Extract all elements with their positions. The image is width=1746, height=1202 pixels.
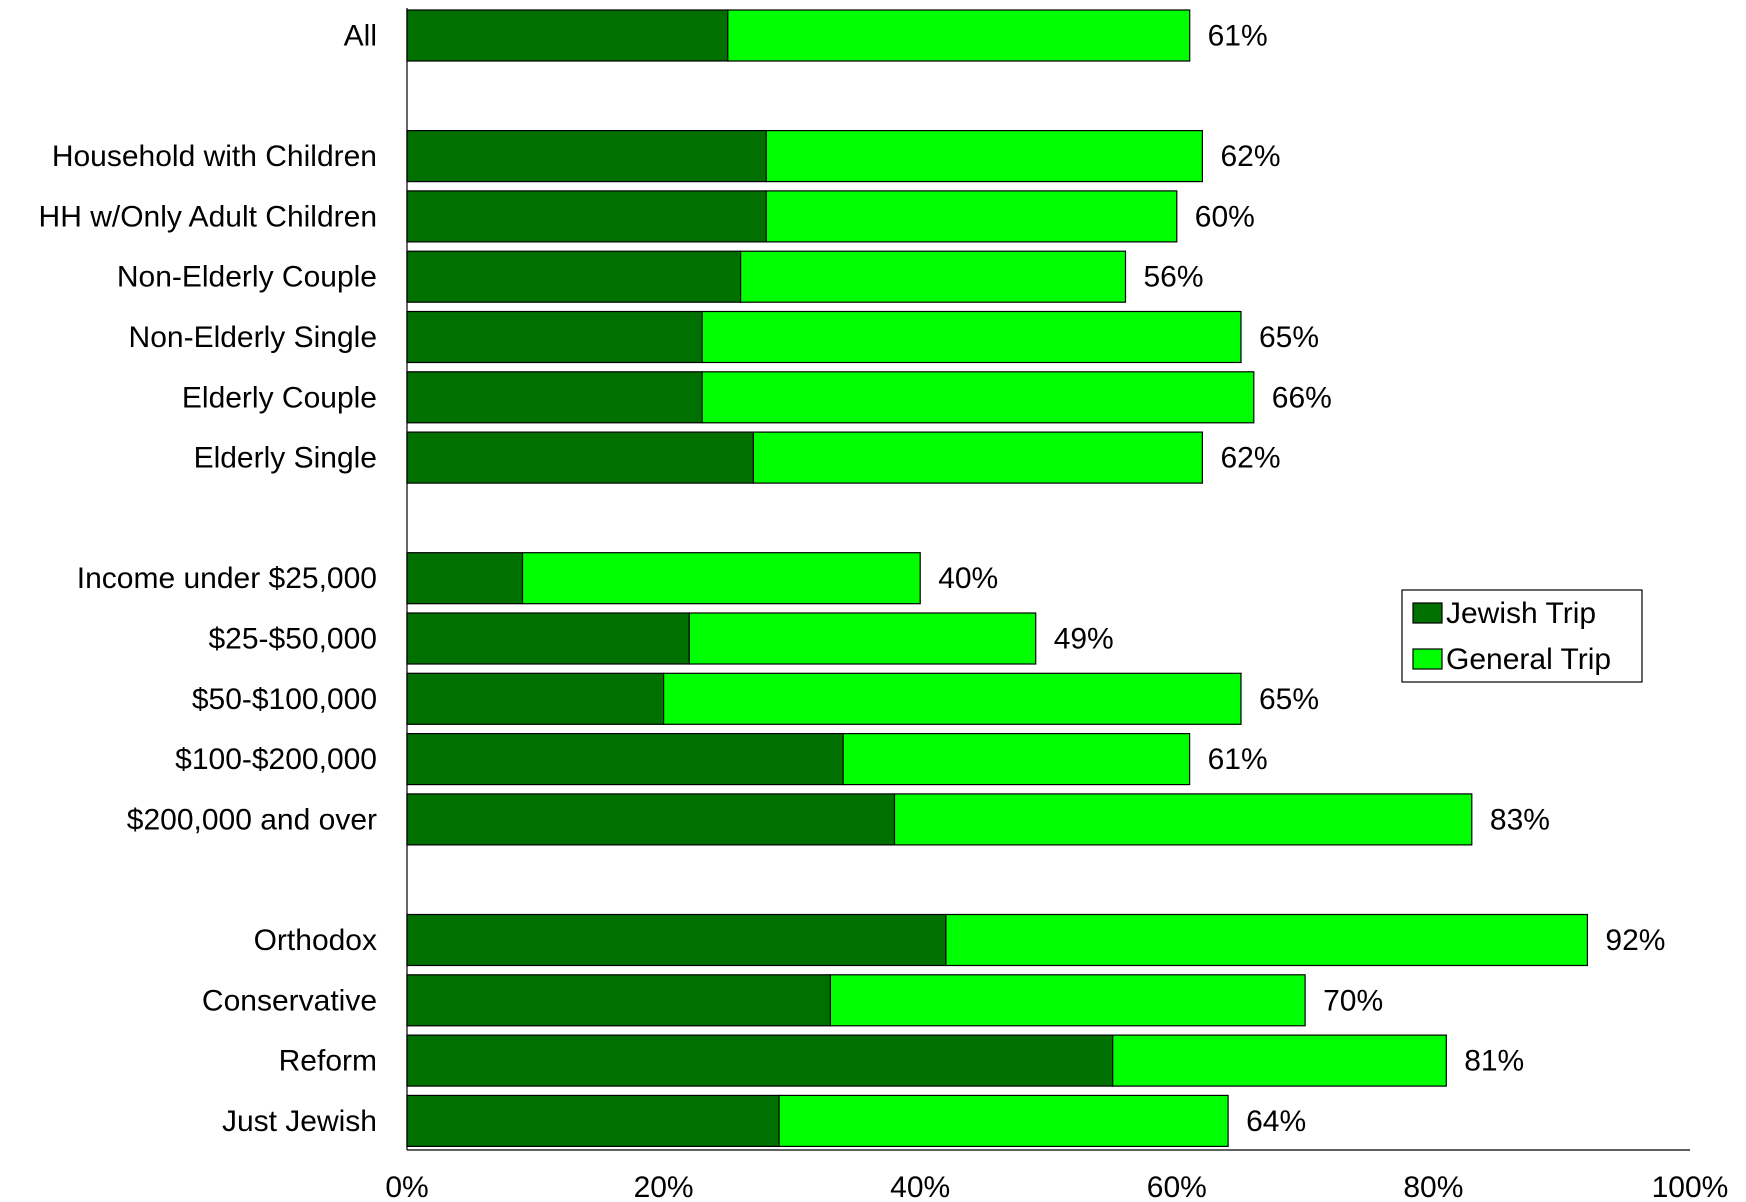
category-label: $50-$100,000	[192, 683, 377, 716]
bar-segment-jewish-trip	[406, 250, 742, 303]
category-label: Income under $25,000	[77, 562, 377, 595]
category-label: Non-Elderly Single	[129, 321, 377, 354]
bar-segment-jewish-trip	[406, 190, 767, 243]
category-label: Just Jewish	[222, 1105, 377, 1138]
total-label: 81%	[1464, 1045, 1524, 1078]
bar-segment-general-trip	[727, 9, 1191, 62]
x-tick-label: 40%	[890, 1171, 950, 1202]
category-label: Household with Children	[52, 140, 377, 173]
total-label: 65%	[1259, 321, 1319, 354]
total-label: 64%	[1246, 1105, 1306, 1138]
bar-segment-general-trip	[778, 1094, 1229, 1148]
bar-segment-general-trip	[1112, 1034, 1447, 1087]
bar-segment-jewish-trip	[406, 612, 690, 665]
category-label: Orthodox	[254, 924, 377, 957]
category-label: $100-$200,000	[175, 743, 377, 776]
bar-segment-jewish-trip	[406, 130, 767, 183]
legend-label: General Trip	[1446, 643, 1611, 676]
category-label: Conservative	[202, 984, 377, 1017]
bar-segment-jewish-trip	[406, 913, 947, 967]
total-labels: 61% 62% 60% 56% 65% 66% 62% 40% 49% 65% 61% 83% 92% 7…	[938, 20, 1665, 1138]
bar-segment-general-trip	[945, 913, 1589, 967]
total-label: 62%	[1221, 442, 1281, 475]
bar-segment-jewish-trip	[406, 552, 524, 605]
bar-segment-jewish-trip	[406, 1094, 780, 1148]
bar-segment-jewish-trip	[406, 793, 896, 846]
category-label: Reform	[279, 1045, 377, 1078]
total-label: 66%	[1272, 381, 1332, 414]
category-label: Elderly Couple	[182, 381, 377, 414]
x-axis-ticks: 0% 20% 40% 60% 80% 100%	[385, 1171, 1728, 1202]
bar-segment-general-trip	[521, 552, 921, 605]
category-label: $200,000 and over	[127, 803, 377, 836]
category-labels: All Household with Children HH w/Only Adul…	[39, 20, 377, 1138]
legend: Jewish Trip General Trip	[1401, 589, 1643, 683]
total-label: 62%	[1221, 140, 1281, 173]
bar-segment-jewish-trip	[406, 974, 831, 1027]
bar-segment-general-trip	[662, 672, 1242, 725]
x-tick-label: 60%	[1147, 1171, 1207, 1202]
x-tick-label: 20%	[634, 1171, 694, 1202]
total-label: 61%	[1208, 20, 1268, 53]
category-label: HH w/Only Adult Children	[39, 200, 377, 233]
bars-layer	[406, 9, 1589, 1148]
axes	[406, 8, 1690, 1151]
bar-segment-jewish-trip	[406, 9, 729, 62]
total-label: 56%	[1144, 261, 1204, 294]
bar-segment-jewish-trip	[406, 1034, 1114, 1087]
total-label: 83%	[1490, 803, 1550, 836]
bar-segment-jewish-trip	[406, 672, 665, 725]
bar-segment-general-trip	[765, 130, 1204, 183]
x-tick-label: 100%	[1652, 1171, 1729, 1202]
legend-label: Jewish Trip	[1446, 597, 1596, 630]
total-label: 65%	[1259, 683, 1319, 716]
legend-swatch	[1412, 648, 1443, 670]
bar-segment-jewish-trip	[406, 431, 754, 484]
x-tick-label: 80%	[1403, 1171, 1463, 1202]
x-tick-label: 0%	[385, 1171, 428, 1202]
total-label: 70%	[1323, 984, 1383, 1017]
category-label: All	[344, 20, 377, 53]
total-label: 92%	[1605, 924, 1665, 957]
total-label: 40%	[938, 562, 998, 595]
bar-segment-general-trip	[829, 974, 1306, 1027]
bar-segment-general-trip	[739, 250, 1127, 303]
bar-segment-general-trip	[765, 190, 1178, 243]
legend-swatch	[1412, 602, 1443, 624]
bar-segment-general-trip	[893, 793, 1473, 846]
total-label: 60%	[1195, 200, 1255, 233]
bar-segment-jewish-trip	[406, 371, 703, 424]
category-label: Elderly Single	[194, 442, 377, 475]
bar-segment-general-trip	[688, 612, 1037, 665]
bar-segment-general-trip	[752, 431, 1204, 484]
bar-segment-general-trip	[842, 732, 1191, 786]
category-label: $25-$50,000	[209, 623, 378, 656]
total-label: 61%	[1208, 743, 1268, 776]
bar-segment-general-trip	[701, 371, 1255, 424]
category-label: Non-Elderly Couple	[117, 261, 377, 294]
total-label: 49%	[1054, 623, 1114, 656]
bar-segment-jewish-trip	[406, 732, 844, 786]
bar-segment-jewish-trip	[406, 310, 703, 364]
bar-segment-general-trip	[701, 310, 1242, 364]
